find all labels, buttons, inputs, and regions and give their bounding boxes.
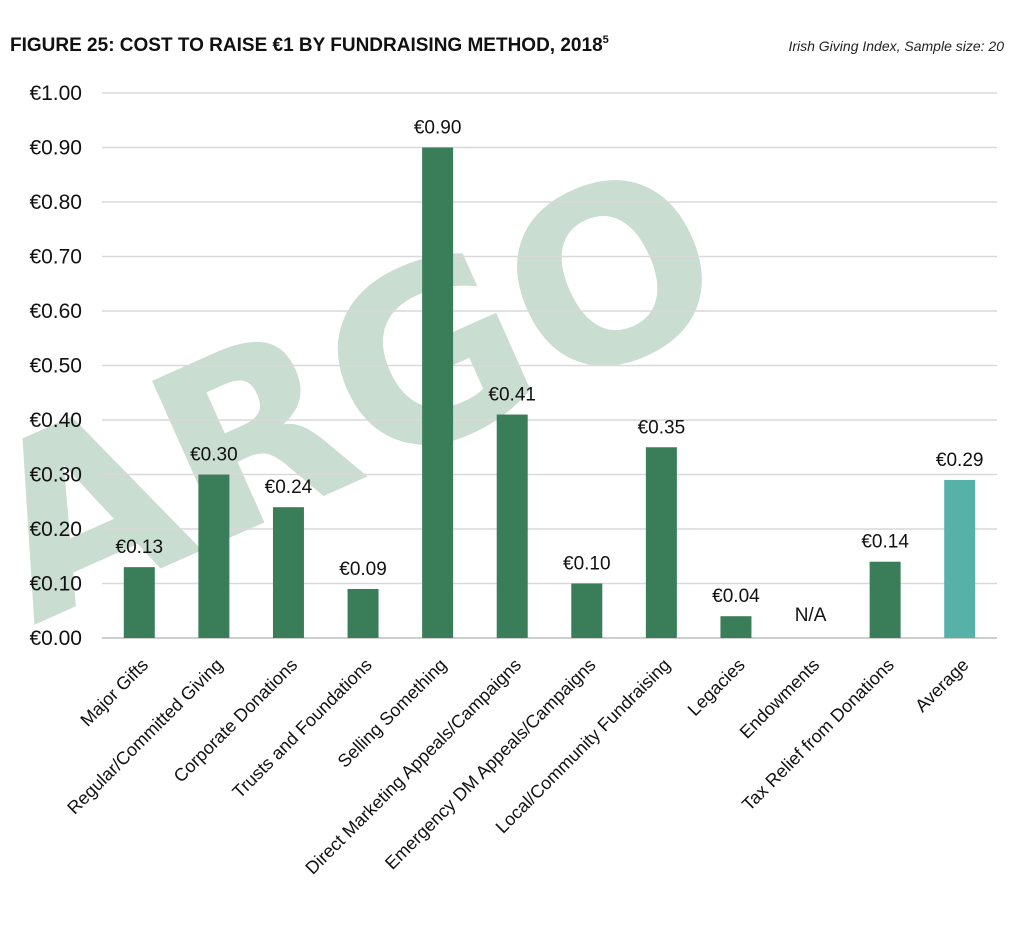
data-label: €0.10 (563, 554, 611, 575)
category-label: Tax Relief from Donations (738, 655, 898, 815)
y-tick-label: €0.30 (29, 464, 82, 487)
y-axis-ticks: €0.00 €0.10 €0.20 €0.30 €0.40 €0.50 €0.60 €0.70… (29, 82, 82, 650)
category-label: Legacies (684, 655, 749, 720)
bar (496, 414, 528, 638)
y-tick-label: €0.40 (29, 409, 82, 432)
y-tick-label: €0.10 (29, 573, 82, 596)
gridlines (102, 92, 997, 639)
y-tick-label: €0.90 (29, 137, 82, 160)
bar (123, 567, 155, 638)
category-label: Trusts and Foundations (228, 655, 375, 802)
data-label: N/A (795, 605, 827, 626)
data-label: €0.35 (638, 417, 686, 438)
bar (347, 588, 379, 638)
y-tick-label: €0.60 (29, 300, 82, 323)
category-label: Average (911, 655, 972, 716)
data-label: €0.30 (190, 445, 238, 466)
bar (720, 616, 752, 638)
bar (869, 561, 901, 638)
bar (198, 474, 230, 638)
y-tick-label: €0.20 (29, 518, 82, 541)
data-label: €0.24 (265, 477, 313, 498)
data-labels: €0.13 €0.30 €0.24 €0.09 €0.90 €0.41 €0.10 €0.35… (116, 118, 984, 627)
category-label: Major Gifts (76, 655, 152, 731)
chart-subtitle: Irish Giving Index, Sample size: 20 (788, 38, 1004, 54)
data-label: €0.13 (116, 537, 164, 558)
data-label: €0.04 (712, 586, 760, 607)
bar (422, 147, 454, 638)
bar (272, 507, 304, 638)
chart-title-text: FIGURE 25: COST TO RAISE €1 BY FUNDRAISI… (10, 35, 603, 56)
y-tick-label: €0.80 (29, 191, 82, 214)
bars (123, 147, 976, 638)
chart-title-footnote: 5 (602, 34, 609, 46)
data-label: €0.29 (936, 450, 984, 471)
bar (944, 479, 976, 638)
chart-title: FIGURE 25: COST TO RAISE €1 BY FUNDRAISI… (10, 34, 609, 57)
bar (645, 447, 677, 638)
y-tick-label: €0.00 (29, 627, 82, 650)
data-label: €0.41 (488, 385, 536, 406)
data-label: €0.14 (861, 532, 909, 553)
y-tick-label: €0.50 (29, 355, 82, 378)
y-tick-label: €1.00 (29, 82, 82, 105)
category-label: Regular/Committed Giving (63, 655, 226, 818)
data-label: €0.09 (339, 559, 387, 580)
bar (571, 583, 603, 638)
y-tick-label: €0.70 (29, 246, 82, 269)
data-label: €0.90 (414, 118, 462, 139)
category-label: Corporate Donations (170, 655, 302, 787)
